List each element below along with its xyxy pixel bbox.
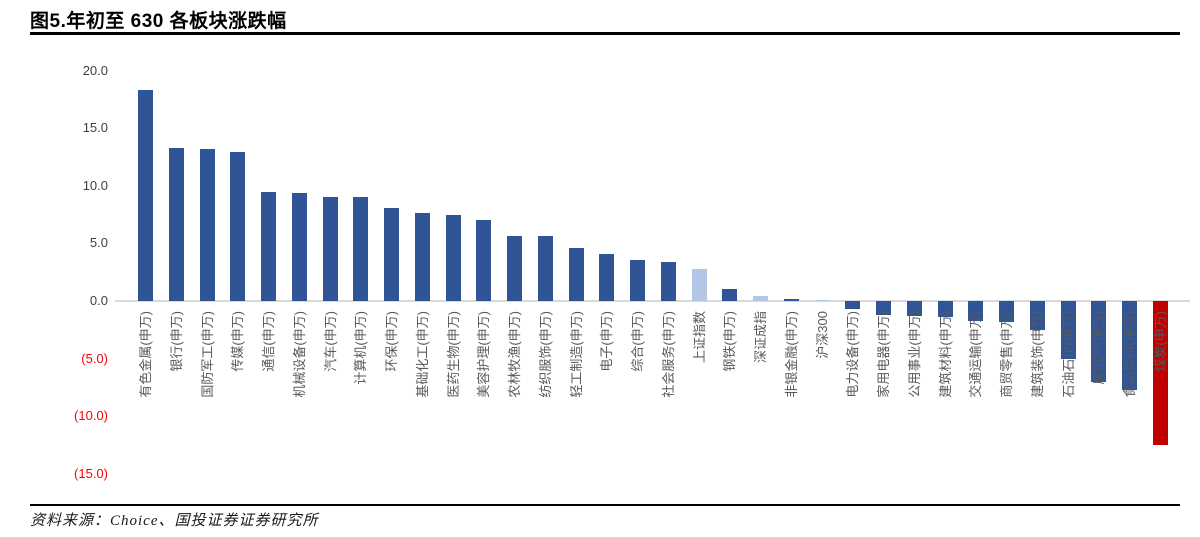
bar — [630, 259, 645, 301]
x-axis-category-label: 建筑材料(申万) — [937, 311, 953, 398]
bar — [322, 197, 338, 301]
x-axis-category-label: 建筑装饰(申万) — [1029, 311, 1045, 398]
x-axis-category-label: 沪深300 — [814, 311, 830, 359]
x-axis-baseline — [115, 300, 1190, 302]
bar — [937, 301, 953, 318]
x-axis-category-label: 公用事业(申万) — [906, 311, 922, 398]
x-axis-category-label: 石油石化(申万) — [1060, 311, 1076, 398]
x-axis-category-label: 轻工制造(申万) — [568, 311, 584, 398]
x-axis-category-label: 社会服务(申万) — [660, 311, 676, 398]
y-axis-tick-label: (10.0) — [74, 408, 108, 424]
x-axis-category-label: 煤炭(申万) — [1152, 311, 1168, 372]
x-axis-category-label: 机械设备(申万) — [291, 311, 307, 398]
source-note: 资料来源：Choice、国投证券证券研究所 — [30, 513, 319, 529]
x-axis-category-label: 医药生物(申万) — [445, 311, 461, 398]
bar — [906, 301, 922, 316]
y-axis-tick-label: 5.0 — [89, 235, 108, 251]
bar — [445, 214, 461, 301]
x-axis-category-label: 商贸零售(申万) — [999, 311, 1014, 398]
bar — [999, 301, 1014, 322]
bar — [876, 301, 891, 315]
bar — [783, 298, 799, 301]
title-underline-rule — [30, 32, 1180, 35]
bar-chart: 20.0 15.0 10.0 5.0 0.0 (5.0) (10.0) (15.0) 有色金属(… — [0, 36, 1200, 496]
bar — [1152, 301, 1168, 445]
x-axis-category-label: 计算机(申万) — [353, 311, 369, 385]
x-axis-category-label: 农林牧渔(申万) — [507, 311, 522, 398]
bar — [845, 301, 861, 310]
bar — [722, 289, 738, 301]
bar — [1060, 301, 1076, 359]
x-axis-category-label: 基础化工(申万) — [414, 311, 430, 398]
x-axis-category-label: 有色金属(申万) — [138, 311, 153, 398]
x-axis-category-label: 非银金融(申万) — [783, 311, 799, 398]
bar — [384, 207, 399, 301]
x-axis-category-label: 纺织服饰(申万) — [537, 311, 553, 398]
x-axis-category-label: 汽车(申万) — [322, 311, 338, 372]
x-axis-category-label: 家用电器(申万) — [876, 311, 891, 398]
x-axis-category-label: 传媒(申万) — [230, 311, 246, 372]
x-axis-category-label: 美容护理(申万) — [476, 311, 492, 398]
bar — [1029, 301, 1045, 330]
x-axis-category-label: 电力设备(申万) — [845, 311, 861, 398]
x-axis-category-label: 通信(申万) — [261, 311, 276, 372]
bar — [814, 299, 830, 301]
y-axis-tick-label: (15.0) — [74, 465, 108, 481]
x-axis-category-label: 上证指数 — [691, 311, 707, 364]
x-axis-category-label: 钢铁(申万) — [722, 311, 738, 372]
x-axis-category-label: 交通运输(申万) — [968, 311, 984, 398]
x-axis-category-label: 电子(申万) — [599, 311, 615, 372]
bar — [476, 220, 492, 301]
x-axis-category-label: 国防军工(申万) — [199, 311, 215, 398]
bar — [537, 236, 553, 301]
footer-rule — [30, 504, 1180, 506]
bar — [168, 147, 184, 301]
y-axis-tick-label: 0.0 — [89, 293, 108, 308]
bar — [199, 148, 215, 301]
bar — [1091, 301, 1107, 382]
bar — [230, 152, 246, 301]
bar — [507, 236, 522, 301]
bar — [660, 261, 676, 301]
y-axis-tick-label: 20.0 — [82, 62, 108, 78]
figure-title: 图5.年初至 630 各板块涨跌幅 — [30, 11, 287, 32]
x-axis-category-label: 环保(申万) — [384, 311, 399, 372]
x-axis-category-label: 房地产(申万) — [1091, 311, 1107, 385]
x-axis-category-label: 综合(申万) — [630, 311, 645, 372]
x-axis-category-label: 食品饮料(申万) — [1122, 311, 1137, 398]
bar — [568, 248, 584, 301]
bar — [691, 268, 707, 301]
bar — [261, 191, 276, 301]
bar — [1122, 301, 1137, 390]
bar — [138, 90, 153, 301]
x-axis-category-label: 银行(申万) — [168, 311, 184, 372]
bar — [353, 197, 369, 301]
y-axis-tick-label: (5.0) — [81, 350, 108, 366]
bar — [968, 301, 984, 321]
bar — [599, 253, 615, 301]
bar — [753, 296, 768, 301]
bar — [291, 192, 307, 301]
y-axis-tick-label: 10.0 — [82, 177, 108, 193]
x-axis-category-label: 深证成指 — [753, 311, 768, 364]
y-axis-tick-label: 15.0 — [82, 120, 108, 136]
bar — [414, 213, 430, 301]
